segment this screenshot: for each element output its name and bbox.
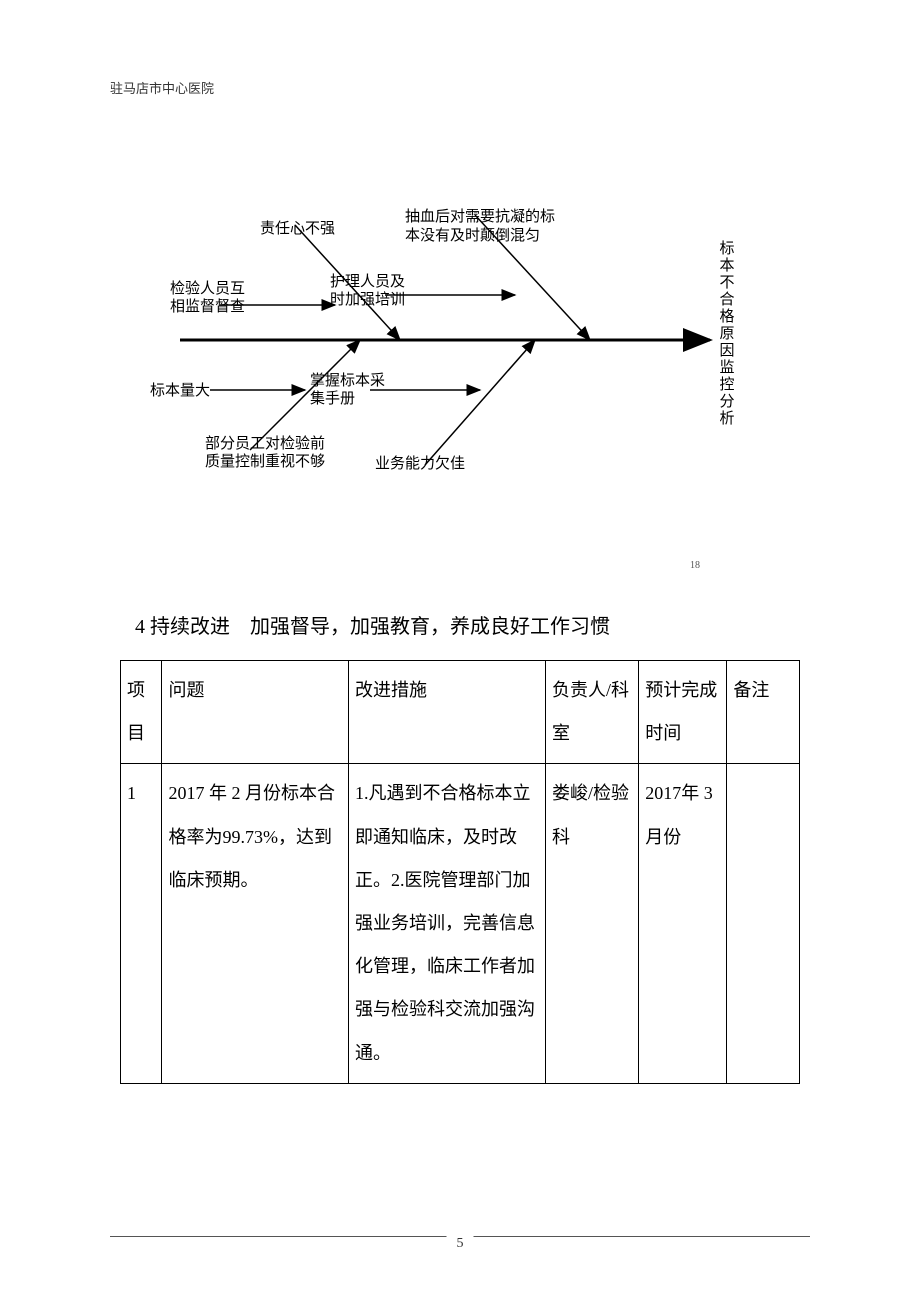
fishbone-diagram: 责任心不强 抽血后对需要抗凝的标 本没有及时颠倒混匀 检验人员互 相监督督查 护… — [150, 190, 770, 510]
cause-supervision-line2: 相监督督查 — [170, 298, 245, 318]
effect-label: 标本不合格原因监控分析 — [715, 240, 735, 427]
cause-supervision-line1: 检验人员互 — [170, 280, 245, 300]
header-person: 负责人/科室 — [546, 661, 639, 764]
document-header: 驻马店市中心医院 — [110, 78, 214, 97]
cause-responsibility: 责任心不强 — [260, 220, 335, 240]
cause-qc-attention-line1: 部分员工对检验前 — [205, 435, 325, 455]
cause-qc-attention-line2: 质量控制重视不够 — [205, 453, 325, 473]
cause-anticoagulation-line2: 本没有及时颠倒混匀 — [405, 227, 540, 247]
table-row: 1 2017 年 2 月份标本合格率为99.73%，达到临床预期。 1.凡遇到不… — [121, 764, 800, 1083]
cell-measure: 1.凡遇到不合格标本立即通知临床，及时改正。2.医院管理部门加强业务培训，完善信… — [349, 764, 546, 1083]
cell-problem: 2017 年 2 月份标本合格率为99.73%，达到临床预期。 — [162, 764, 349, 1083]
cause-manual-line1: 掌握标本采 — [310, 372, 385, 392]
table-header-row: 项目 问题 改进措施 负责人/科室 预计完成时间 备注 — [121, 661, 800, 764]
header-num: 项目 — [121, 661, 162, 764]
cell-person: 娄峻/检验科 — [546, 764, 639, 1083]
header-note: 备注 — [727, 661, 800, 764]
cell-note — [727, 764, 800, 1083]
page-number: 5 — [447, 1236, 474, 1252]
cause-sample-volume: 标本量大 — [150, 382, 210, 402]
header-problem: 问题 — [162, 661, 349, 764]
cell-time: 2017年 3 月份 — [639, 764, 727, 1083]
cause-skill-lack: 业务能力欠佳 — [375, 455, 465, 475]
section-title: 4 持续改进 加强督导，加强教育，养成良好工作习惯 — [135, 610, 610, 639]
cause-manual-line2: 集手册 — [310, 390, 355, 410]
header-measure: 改进措施 — [349, 661, 546, 764]
slide-number: 18 — [690, 560, 700, 571]
cause-nurse-training-line1: 护理人员及 — [330, 273, 405, 293]
cause-anticoagulation-line1: 抽血后对需要抗凝的标 — [405, 208, 555, 228]
cell-num: 1 — [121, 764, 162, 1083]
cause-nurse-training-line2: 时加强培训 — [330, 291, 405, 311]
improvement-table: 项目 问题 改进措施 负责人/科室 预计完成时间 备注 1 2017 年 2 月… — [120, 660, 800, 1084]
header-time: 预计完成时间 — [639, 661, 727, 764]
